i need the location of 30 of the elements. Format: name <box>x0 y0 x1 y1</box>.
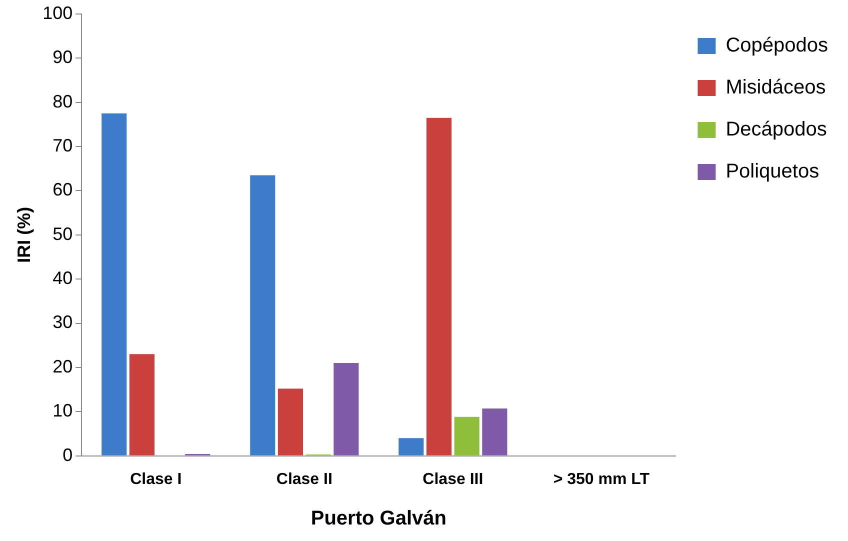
y-tick-label: 10 <box>52 400 73 421</box>
bar <box>426 118 452 456</box>
bar <box>482 408 508 456</box>
y-tick-label: 70 <box>52 136 73 156</box>
bar <box>102 113 127 456</box>
bar <box>398 438 424 456</box>
y-tick-label: 30 <box>52 312 73 332</box>
bar <box>250 175 276 456</box>
y-tick-label: 50 <box>52 224 73 244</box>
y-tick-label: 60 <box>52 180 73 200</box>
y-tick-label: 90 <box>52 47 73 68</box>
bar <box>278 388 304 456</box>
legend-label: Copépodos <box>726 34 828 57</box>
y-axis-title: IRI (%) <box>14 206 34 263</box>
bar <box>129 354 154 456</box>
bar <box>454 416 480 456</box>
y-tick-label: 100 <box>42 2 73 23</box>
x-tick-label: Clase II <box>276 470 332 488</box>
legend-label: Decápodos <box>726 118 827 141</box>
x-tick-label: > 350 mm LT <box>553 470 650 488</box>
y-tick-label: 80 <box>52 91 73 112</box>
x-tick-label: Clase I <box>130 470 182 488</box>
y-tick-label: 20 <box>52 356 73 376</box>
x-tick-label: Clase III <box>422 470 484 488</box>
legend-label: Poliquetos <box>726 160 820 183</box>
y-tick-label: 0 <box>62 444 73 465</box>
y-tick-label: 40 <box>52 268 73 288</box>
legend-label: Misidáceos <box>726 76 826 99</box>
bar <box>334 363 359 456</box>
x-axis-title: Puerto Galván <box>310 508 446 530</box>
